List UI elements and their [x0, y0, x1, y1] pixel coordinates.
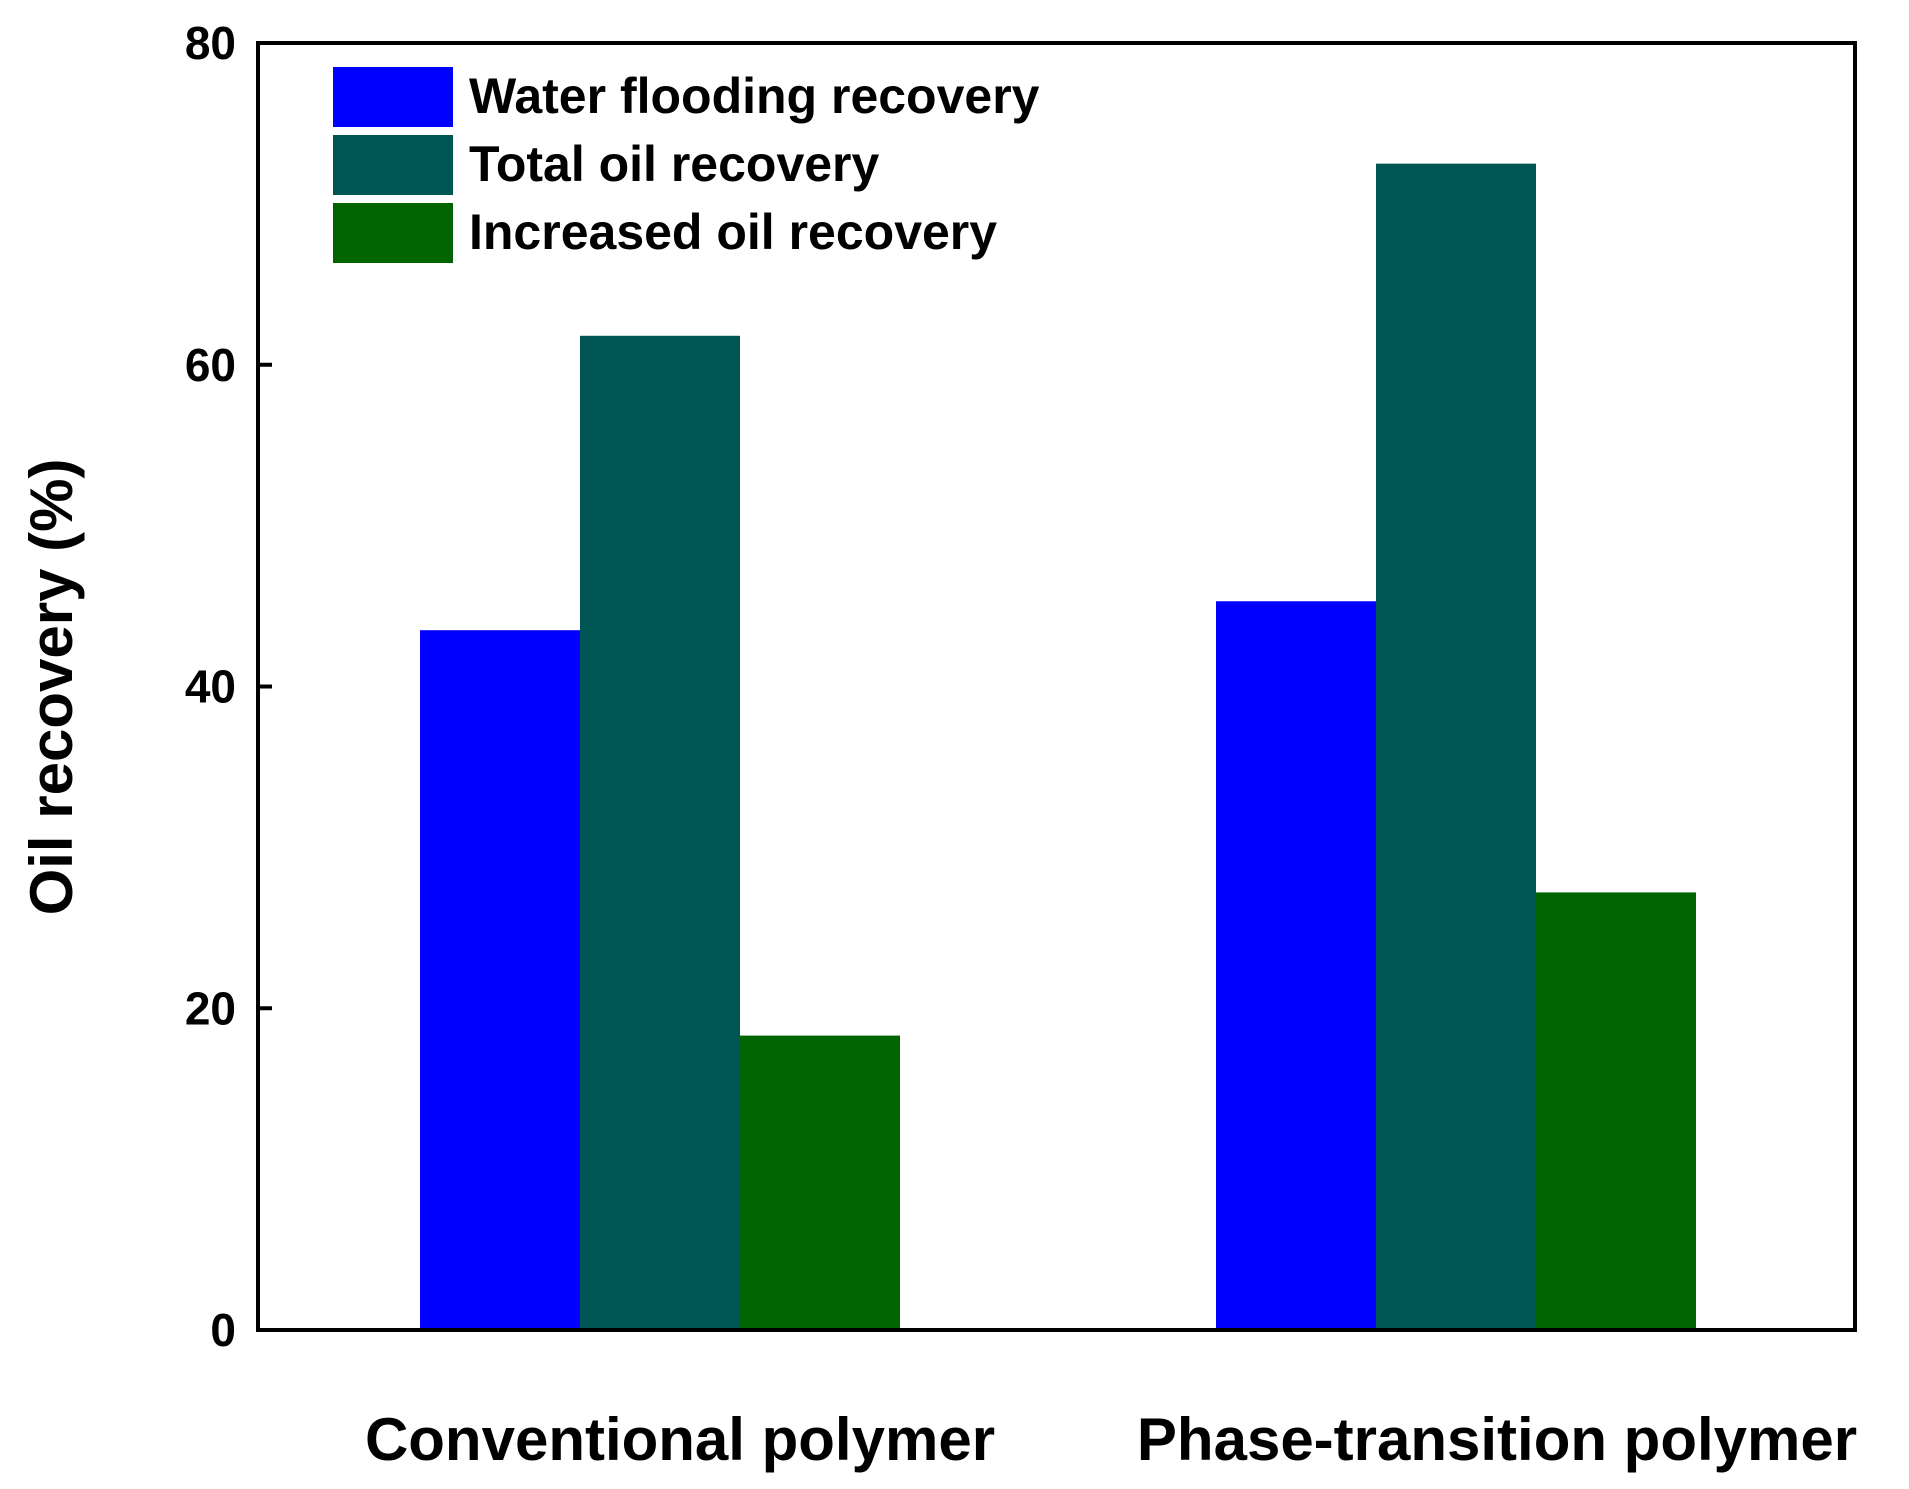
y-axis-title: Oil recovery (%): [18, 459, 85, 916]
bar-3-2: [1536, 892, 1696, 1330]
legend-swatch-2: [333, 135, 453, 195]
y-tick-label-40: 40: [185, 661, 236, 713]
legend-label-1: Water flooding recovery: [469, 68, 1040, 124]
legend-label-2: Total oil recovery: [469, 136, 880, 192]
bar-1-2: [1216, 601, 1376, 1330]
y-tick-label-20: 20: [185, 982, 236, 1034]
bar-2-2: [1376, 163, 1536, 1330]
bar-3-1: [740, 1035, 900, 1330]
y-tick-label-60: 60: [185, 339, 236, 391]
legend-swatch-3: [333, 203, 453, 263]
legend-swatch-1: [333, 67, 453, 127]
legend: Water flooding recovery Total oil recover…: [333, 67, 1040, 263]
x-category-label-2: Phase-transition polymer: [1137, 1406, 1857, 1473]
bars-layer: [420, 163, 1696, 1331]
axes-layer: [256, 41, 1857, 1332]
bar-2-1: [580, 335, 740, 1331]
legend-label-3: Increased oil recovery: [469, 204, 997, 260]
labels-layer: 0 20 40 60 80 Conventional polymer Phase-trans…: [18, 17, 1857, 1473]
x-category-label-1: Conventional polymer: [365, 1406, 995, 1473]
bar-1-1: [420, 630, 580, 1330]
y-tick-label-80: 80: [185, 17, 236, 69]
y-tick-label-0: 0: [210, 1304, 236, 1356]
